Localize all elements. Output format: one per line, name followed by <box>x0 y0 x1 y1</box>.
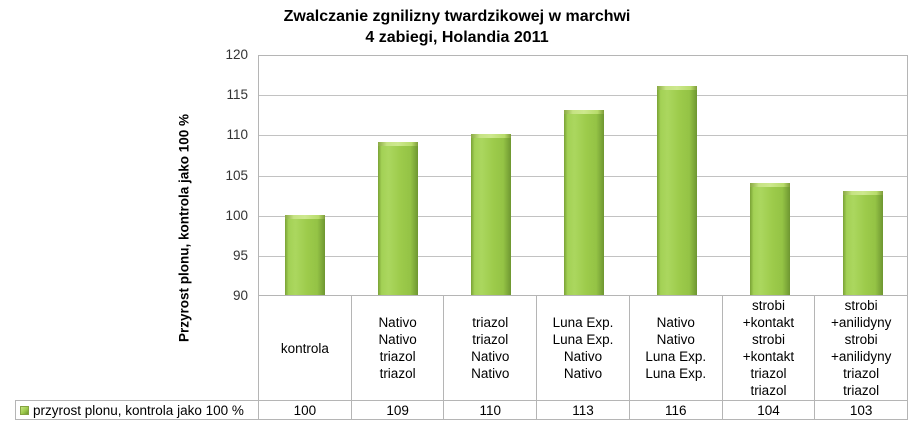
category-label-line: Nativo <box>378 315 417 330</box>
category-label-line: +kontakt <box>742 315 795 330</box>
bar-2 <box>378 142 419 295</box>
y-tick-label: 90 <box>232 288 248 303</box>
category-label-cell: Nativo Nativo triazol triazol <box>352 296 445 400</box>
category-label-line: triazol <box>750 366 787 381</box>
category-label-line: strobi <box>844 332 878 347</box>
legend-cell: przyrost plonu, kontrola jako 100 % <box>16 401 259 419</box>
y-tick-label: 120 <box>225 47 248 62</box>
y-tick-label: 105 <box>225 167 248 183</box>
category-label-line: triazol <box>472 315 509 330</box>
category-label-line: Nativo <box>656 332 695 347</box>
category-label-line: triazol <box>379 349 416 364</box>
y-tick-label: 95 <box>232 247 248 263</box>
y-tick-label: 115 <box>226 87 248 103</box>
category-label-line: triazol <box>843 383 880 398</box>
category-label-line: Luna Exp. <box>645 366 707 381</box>
data-value-cell: 104 <box>723 401 816 419</box>
y-tick-label: 100 <box>225 207 248 223</box>
chart-title-line1: Zwalczanie zgnilizny twardzikowej w marc… <box>283 8 631 25</box>
bar-4 <box>564 110 604 295</box>
data-value-cell: 116 <box>630 401 723 419</box>
category-label-line: +anilidyny <box>830 315 892 330</box>
y-tick-label: 110 <box>226 127 248 143</box>
category-label-line: strobi <box>844 298 878 313</box>
category-axis-table: kontrola Nativo Nativo triazol triazol triazo… <box>258 296 908 400</box>
legend-marker-icon <box>20 405 29 415</box>
bar-6 <box>749 182 790 295</box>
category-label-line: Nativo <box>471 366 510 381</box>
category-label-line: Nativo <box>656 315 695 330</box>
category-label-line: Nativo <box>563 349 603 364</box>
category-label-cell: kontrola <box>259 296 352 400</box>
category-label-line: kontrola <box>280 340 329 356</box>
category-label-line: triazol <box>472 332 509 347</box>
gridline <box>259 95 907 97</box>
category-label-line: triazol <box>843 366 880 381</box>
data-value-cell: 103 <box>849 402 873 418</box>
data-table-row: przyrost plonu, kontrola jako 100 % 100 1… <box>15 400 908 420</box>
bar-5 <box>656 86 697 295</box>
chart-title-line2: 4 zabiegi, Holandia 2011 <box>365 29 549 46</box>
category-label-line: +anilidyny <box>830 349 892 364</box>
plot-area <box>258 55 908 296</box>
category-label-line: Luna Exp. <box>552 332 614 347</box>
data-value-cell: 110 <box>444 401 538 419</box>
category-label-line: strobi <box>751 298 785 313</box>
category-label-cell: Luna Exp. Luna Exp. Nativo Nativo <box>537 296 630 400</box>
category-label-line: Luna Exp. <box>645 349 707 364</box>
category-label-line: strobi <box>751 332 785 347</box>
category-label-cell: strobi +kontakt strobi +kontakt triazol triaz… <box>723 296 816 400</box>
data-value-cell: 100 <box>259 401 352 419</box>
category-label-cell: triazol triazol Nativo Nativo <box>444 296 538 400</box>
bar-3 <box>471 134 512 295</box>
legend-label: przyrost plonu, kontrola jako 100 % <box>33 402 244 418</box>
chart-title: Zwalczanie zgnilizny twardzikowej w marc… <box>0 6 914 48</box>
category-label-line: +kontakt <box>742 349 795 364</box>
category-label-cell: strobi +anilidyny strobi +anilidyny triazol t… <box>815 296 907 400</box>
bar-1 <box>285 214 326 295</box>
category-label-line: triazol <box>750 383 787 398</box>
category-label-line: triazol <box>379 366 416 381</box>
bar-7 <box>842 190 883 295</box>
data-value-cell: 113 <box>537 401 630 419</box>
category-label-line: Nativo <box>563 366 603 381</box>
y-axis-title: Przyrost plonu, kontrola jako 100 % <box>176 113 192 343</box>
data-value-cell: 109 <box>352 401 445 419</box>
category-label-line: Nativo <box>471 349 510 364</box>
category-label-line: Luna Exp. <box>552 315 614 330</box>
category-label-line: Nativo <box>378 332 417 347</box>
category-label-cell: Nativo Nativo Luna Exp. Luna Exp. <box>630 296 723 400</box>
